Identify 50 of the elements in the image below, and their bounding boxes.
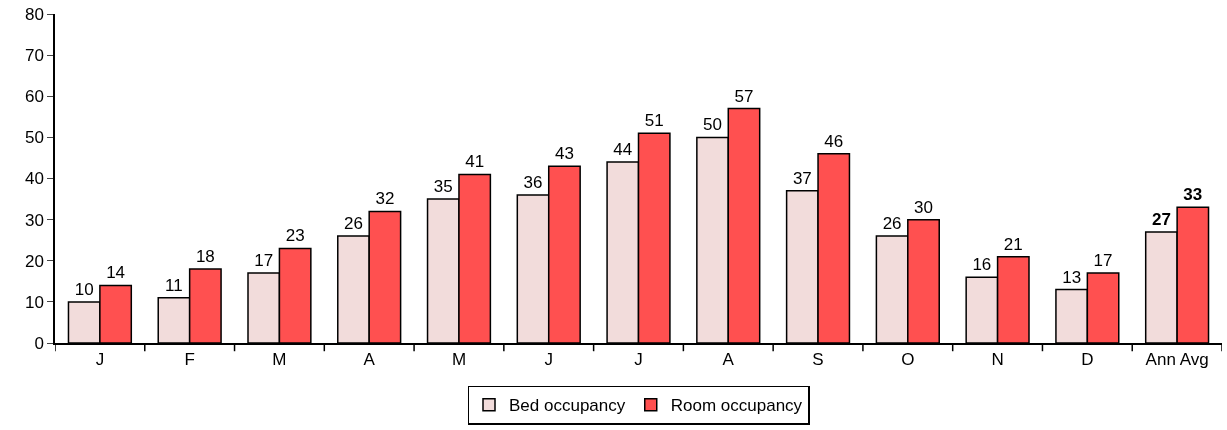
x-tick-label: N — [991, 350, 1004, 370]
data-label: 17 — [254, 251, 274, 271]
data-label: 16 — [972, 255, 992, 275]
data-label: 50 — [703, 115, 723, 135]
x-tick-label: M — [272, 350, 287, 370]
y-tick-label: 70 — [24, 46, 44, 66]
x-tick-label: J — [634, 350, 643, 370]
data-label: 11 — [165, 275, 183, 295]
y-tick-label: 10 — [24, 292, 44, 312]
data-label: 26 — [882, 214, 902, 234]
x-tick-label: A — [722, 350, 735, 370]
x-tick-label: F — [184, 350, 195, 370]
data-label: 51 — [644, 111, 664, 131]
data-label: 46 — [824, 131, 844, 151]
data-label: 26 — [344, 214, 363, 234]
x-tick-label: M — [451, 350, 467, 370]
data-label: 27 — [1151, 209, 1171, 229]
x-tick-label: S — [812, 350, 824, 370]
data-label: 23 — [285, 226, 305, 246]
data-label: 33 — [1183, 185, 1203, 205]
legend-label: Room occupancy — [670, 396, 803, 416]
data-label: 36 — [523, 172, 543, 192]
data-label: 21 — [1003, 234, 1023, 254]
y-tick-label: 50 — [24, 128, 44, 148]
y-tick-label: 80 — [24, 4, 44, 24]
data-label: 14 — [106, 263, 126, 283]
legend-label: Bed occupancy — [509, 396, 626, 416]
x-tick-label: D — [1081, 350, 1094, 370]
data-label: 30 — [914, 197, 933, 217]
x-tick-label: Ann Avg — [1145, 350, 1209, 370]
x-tick-label: A — [363, 350, 376, 370]
y-tick-label: 60 — [24, 87, 44, 107]
data-label: 44 — [613, 140, 633, 160]
data-label: 32 — [375, 189, 395, 209]
y-tick-label: 0 — [34, 333, 44, 353]
y-tick-label: 30 — [24, 210, 44, 230]
data-label: 57 — [734, 86, 754, 106]
data-label: 17 — [1093, 251, 1113, 271]
data-label: 35 — [433, 177, 453, 197]
data-label: 18 — [195, 246, 215, 266]
data-label: 10 — [74, 279, 94, 299]
data-label: 41 — [465, 152, 485, 172]
x-tick-label: J — [95, 350, 105, 370]
y-tick-label: 40 — [24, 169, 44, 189]
y-tick-label: 20 — [24, 251, 44, 271]
data-label: 43 — [554, 144, 574, 164]
x-tick-label: O — [901, 350, 915, 370]
x-tick-label: J — [544, 350, 553, 370]
data-label: 13 — [1062, 267, 1082, 287]
data-label: 37 — [792, 168, 812, 188]
